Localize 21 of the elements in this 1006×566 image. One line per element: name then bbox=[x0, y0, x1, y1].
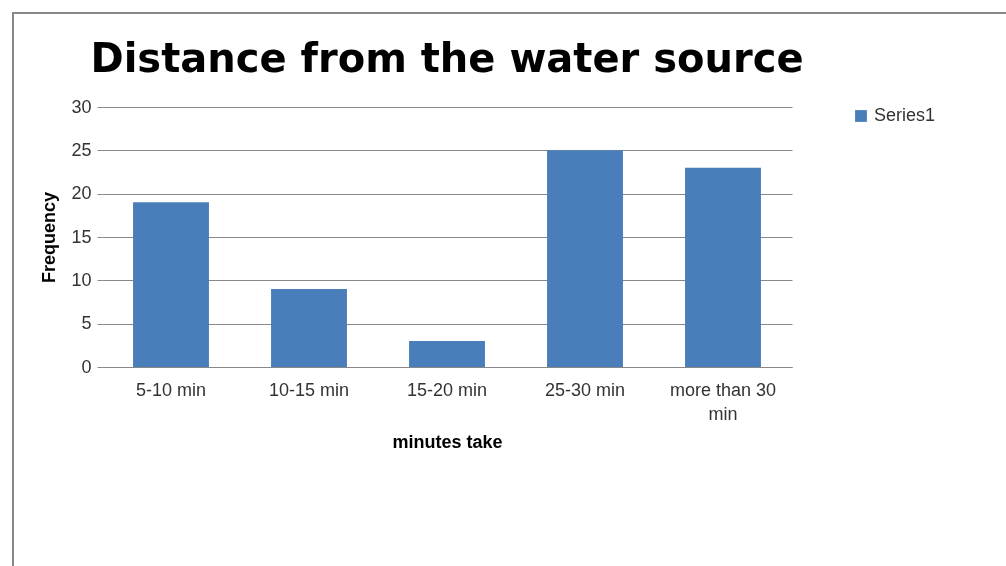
x-tick-label: 15-20 min bbox=[406, 379, 488, 400]
bar bbox=[133, 202, 209, 367]
bar bbox=[271, 289, 347, 367]
x-tick-label: more than 30 min bbox=[669, 379, 777, 424]
y-axis-title: Frequency bbox=[39, 191, 60, 284]
x-tick-label: 25-30 min bbox=[544, 379, 626, 400]
x-tick-label: 5-10 min bbox=[135, 379, 207, 400]
y-tick-label: 30 bbox=[71, 96, 92, 117]
y-tick-label: 0 bbox=[81, 356, 92, 377]
bar bbox=[685, 167, 761, 367]
bar bbox=[547, 150, 623, 367]
y-tick-label: 10 bbox=[71, 269, 92, 290]
legend-label: Series1 bbox=[874, 105, 936, 125]
x-axis-title: minutes take bbox=[392, 431, 503, 452]
y-tick-label: 25 bbox=[71, 139, 92, 160]
bar bbox=[409, 341, 485, 367]
y-tick-label: 5 bbox=[81, 313, 92, 334]
x-tick-label: 10-15 min bbox=[268, 379, 350, 400]
chart-title: Distance from the water source bbox=[90, 35, 804, 81]
y-tick-label: 20 bbox=[71, 183, 92, 204]
y-tick-label: 15 bbox=[71, 226, 92, 247]
